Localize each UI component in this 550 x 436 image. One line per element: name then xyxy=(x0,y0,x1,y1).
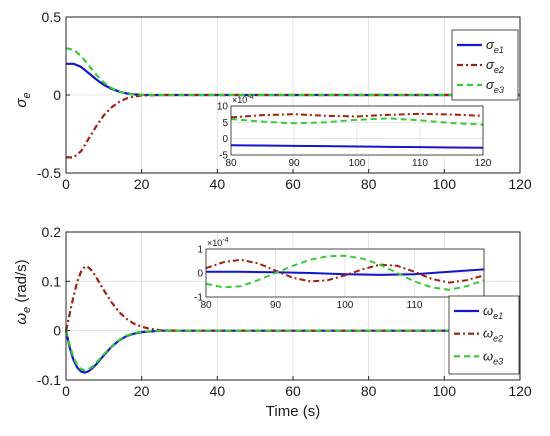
legend-entry-1: ωe1 xyxy=(483,303,503,321)
legend: σe1 σe2 σe3 xyxy=(451,29,519,101)
x-tick-label: 100 xyxy=(433,383,457,399)
inset-series-line-2 xyxy=(205,258,485,284)
series-line-3 xyxy=(65,47,520,97)
x-tick-label: 60 xyxy=(285,176,301,192)
inset-series-line-3 xyxy=(205,254,485,291)
inset-y-tick-label: -5 xyxy=(219,151,228,162)
inset-x-tick-label: 80 xyxy=(200,300,212,311)
legend-entry-2: σe2 xyxy=(486,57,504,75)
x-tick-label: 0 xyxy=(62,383,70,399)
inset-x-tick-label: 90 xyxy=(270,300,282,311)
x-tick-label: 100 xyxy=(433,176,457,192)
x-axis-label: Time (s) xyxy=(266,403,320,420)
inset-series-line-3 xyxy=(230,117,484,126)
y-tick-label: 0.5 xyxy=(42,9,62,25)
y-tick-label: 0 xyxy=(53,323,61,339)
inset-series-line-2 xyxy=(230,112,484,119)
plot-frame xyxy=(65,16,521,174)
inset-exponent: ×10-4 xyxy=(232,94,254,105)
x-tick-label: 120 xyxy=(508,383,532,399)
x-tick-label: 20 xyxy=(134,383,150,399)
y-tick-label: -0.1 xyxy=(37,372,61,388)
x-tick-label: 80 xyxy=(361,383,377,399)
inset-x-tick-label: 100 xyxy=(349,158,366,169)
inset-y-tick-label: 0 xyxy=(222,134,228,145)
y-axis-label: ωe (rad/s) xyxy=(13,259,33,324)
series-line-2 xyxy=(64,265,520,332)
plot-frame xyxy=(65,231,521,381)
legend-entry-3: σe3 xyxy=(486,77,504,95)
inset-x-tick-label: 90 xyxy=(288,158,300,169)
y-tick-label: 0 xyxy=(53,87,61,103)
inset-y-tick-label: 1 xyxy=(197,245,203,256)
x-tick-label: 60 xyxy=(285,383,301,399)
x-tick-label: 40 xyxy=(210,176,226,192)
omega-chart: 0 20 40 60 80 100 120-0.100.10.2ωe (rad/s)Time… xyxy=(13,224,532,420)
inset-chart: 80 90 100 110 120 -5 0 5 10×10-4 xyxy=(217,94,492,169)
series-line-1 xyxy=(66,62,520,97)
series-line-2 xyxy=(66,93,520,159)
inset-y-tick-label: 0 xyxy=(197,269,203,280)
inset-y-tick-label: 5 xyxy=(222,118,228,129)
x-tick-label: 40 xyxy=(210,383,226,399)
legend-box xyxy=(448,295,520,375)
inset-series-line-1 xyxy=(206,268,485,276)
inset-exponent: ×10-4 xyxy=(207,237,229,248)
legend-entry-2: ωe2 xyxy=(483,326,503,344)
x-tick-label: 0 xyxy=(62,176,70,192)
x-tick-label: 120 xyxy=(508,176,532,192)
y-tick-label: 0.2 xyxy=(42,224,62,240)
inset-y-tick-label: -1 xyxy=(194,293,203,304)
legend-entry-1: σe1 xyxy=(486,37,504,55)
inset-x-tick-label: 100 xyxy=(337,300,354,311)
inset-x-tick-label: 110 xyxy=(412,158,428,169)
x-tick-label: 80 xyxy=(361,176,377,192)
legend: ωe1 ωe2 ωe3 xyxy=(448,295,520,375)
inset-x-tick-label: 120 xyxy=(475,158,492,169)
inset-x-tick-label: 80 xyxy=(225,158,237,169)
legend-entry-3: ωe3 xyxy=(483,348,503,366)
y-axis-label: σe xyxy=(13,92,33,107)
x-tick-label: 20 xyxy=(134,176,150,192)
series-line-3 xyxy=(64,329,520,372)
inset-y-tick-label: 10 xyxy=(217,102,229,113)
inset-x-tick-label: 110 xyxy=(407,300,423,311)
inset-frame xyxy=(205,248,485,298)
inset-frame xyxy=(230,105,484,156)
y-tick-label: 0.1 xyxy=(42,273,62,289)
y-tick-label: -0.5 xyxy=(37,165,61,181)
inset-series-line-1 xyxy=(230,144,484,149)
